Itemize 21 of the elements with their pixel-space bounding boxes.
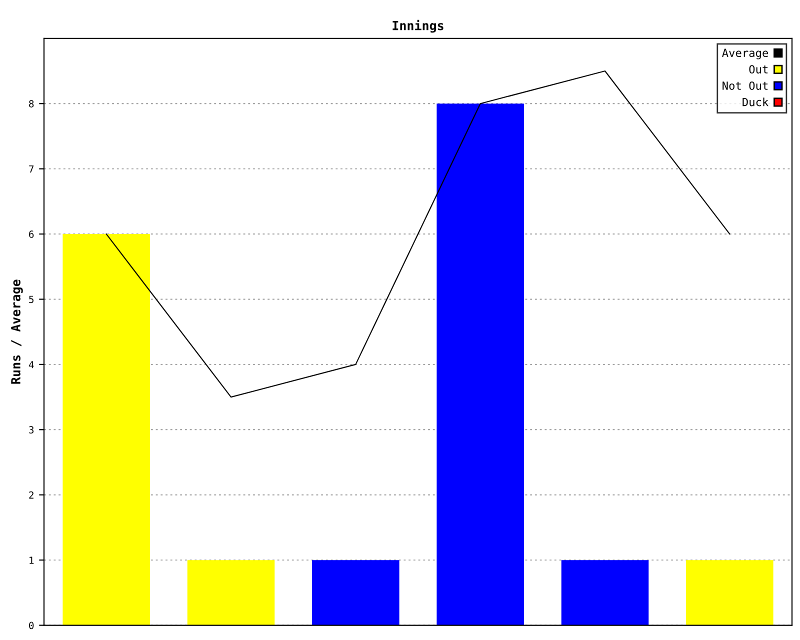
bar [686,560,774,626]
legend-label: Average [722,48,768,60]
legend-label: Duck [742,98,768,106]
chart-title: Innings [392,20,444,33]
y-tick-label: 4 [28,361,34,368]
y-tick-label: 8 [29,100,34,108]
y-tick-label: 6 [29,230,34,238]
y-tick-label: 0 [29,622,34,630]
y-tick-label: 7 [29,165,34,173]
bar [436,104,524,626]
y-axis-title: Runs / Average [11,280,23,384]
y-tick-label: 3 [29,426,34,434]
legend-label: Out [749,65,768,74]
y-tick-label: 5 [29,296,34,304]
bar [187,560,275,626]
y-tick-label: 2 [29,491,34,499]
legend-label: Not Out [722,81,768,90]
bar [312,560,400,626]
bar [62,234,150,626]
y-tick-label: 1 [30,556,34,564]
bar [561,560,649,626]
